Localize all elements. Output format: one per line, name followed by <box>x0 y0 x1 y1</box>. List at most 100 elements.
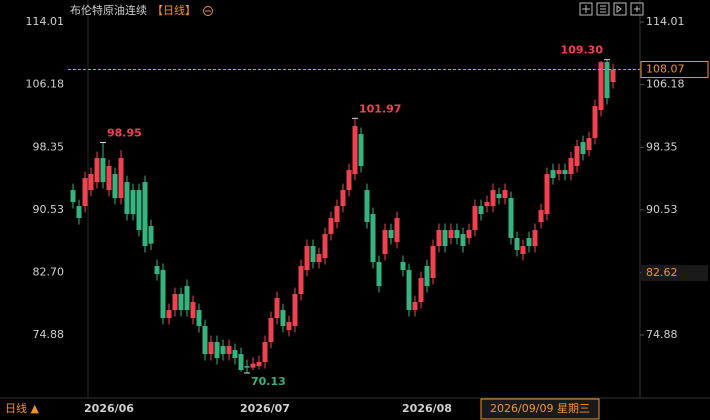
candle-body <box>148 226 154 244</box>
y-tick-label: 114.01 <box>646 15 685 28</box>
candle-body <box>460 234 466 247</box>
annotation: 98.95 <box>107 126 142 139</box>
candle-body <box>430 246 436 279</box>
candle-body <box>286 322 292 331</box>
candle-body <box>142 182 148 247</box>
candle-body <box>274 298 280 319</box>
candle-body <box>514 238 520 251</box>
candle-body <box>250 363 256 368</box>
candle-body <box>202 326 208 355</box>
candle-body <box>184 286 190 311</box>
candle-body <box>556 170 562 175</box>
candle-body <box>112 174 118 199</box>
candle-body <box>340 190 346 207</box>
candle-body <box>520 246 526 255</box>
candle-body <box>244 366 250 368</box>
candle-body <box>598 62 604 111</box>
candle-body <box>256 362 262 367</box>
candle-body <box>208 342 214 355</box>
candle-body <box>508 198 514 239</box>
candle-body <box>550 170 556 179</box>
candle-body <box>136 190 142 231</box>
candle-body <box>262 342 268 363</box>
candle-body <box>436 230 442 247</box>
y-tick-label: 74.88 <box>646 328 678 341</box>
y-tick-label: 106.18 <box>646 78 685 91</box>
candle-body <box>382 230 388 255</box>
candle-body <box>370 214 376 263</box>
candle-body <box>214 342 220 359</box>
candle-body <box>394 218 400 243</box>
candle-body <box>406 270 412 311</box>
last-price-box <box>640 61 709 79</box>
candle-body <box>532 230 538 247</box>
candle-body <box>496 194 502 199</box>
candle-body <box>454 230 460 239</box>
x-tick-label: 2026/06 <box>84 402 134 415</box>
candle-body <box>106 166 112 191</box>
candle-body <box>352 126 358 175</box>
candle-body <box>298 266 304 295</box>
annotation: 109.30 <box>561 44 604 57</box>
crosshair-price: 82.62 <box>646 266 678 279</box>
candle-body <box>358 134 364 167</box>
last-price-label: 108.07 <box>646 63 685 76</box>
candle-body <box>268 318 274 343</box>
y-tick-label: 74.88 <box>33 328 65 341</box>
candle-body <box>478 206 484 215</box>
candle-body <box>190 302 196 319</box>
crosshair-price-box <box>641 265 708 282</box>
candle-body <box>238 354 244 371</box>
candle-body <box>70 190 76 203</box>
candle-body <box>580 142 586 155</box>
candle-body <box>82 178 88 207</box>
candle-body <box>484 202 490 207</box>
collapse-icon[interactable] <box>203 6 213 16</box>
y-tick-label: 82.70 <box>33 265 65 278</box>
annotation: 70.13 <box>251 375 286 388</box>
candle-body <box>292 294 298 327</box>
candle-body <box>172 294 178 311</box>
candle-body <box>544 174 550 215</box>
candle-body <box>124 182 130 215</box>
candle-body <box>412 302 418 311</box>
candle-body <box>232 350 238 359</box>
candle-body <box>118 158 124 199</box>
candle-body <box>160 270 166 319</box>
candle-body <box>220 346 226 355</box>
crosshair-date-box <box>480 398 600 420</box>
toolbar[interactable] <box>579 2 644 16</box>
candle-body <box>568 158 574 175</box>
candle-body <box>130 190 136 215</box>
candle-body <box>196 310 202 327</box>
candle-body <box>280 310 286 327</box>
candle-body <box>76 206 82 219</box>
candle-body <box>448 230 454 239</box>
candle-body <box>424 266 430 287</box>
y-tick-label: 90.53 <box>646 203 678 216</box>
candle-body <box>388 230 394 239</box>
candle-body <box>166 310 172 319</box>
candle-body <box>466 230 472 239</box>
period: 【日线】 <box>152 3 196 17</box>
candle-body <box>154 266 160 275</box>
candle-body <box>364 190 370 223</box>
candle-body <box>442 230 448 247</box>
candle-body <box>376 262 382 287</box>
candle-body <box>574 146 580 167</box>
candle-body <box>310 246 316 263</box>
x-tick-label: 2026/07 <box>240 402 290 415</box>
candle-body <box>304 246 310 271</box>
candle-body <box>400 262 406 271</box>
candle-body <box>562 170 568 175</box>
candle-body <box>526 238 532 247</box>
title: 布伦特原油连续 <box>70 3 147 17</box>
candle-body <box>316 254 322 263</box>
candle-body <box>88 174 94 191</box>
candle-body <box>472 206 478 231</box>
crosshair-date: 2026/09/09 星期三 <box>490 402 590 415</box>
candle-body <box>592 106 598 139</box>
candle-body <box>604 62 610 99</box>
